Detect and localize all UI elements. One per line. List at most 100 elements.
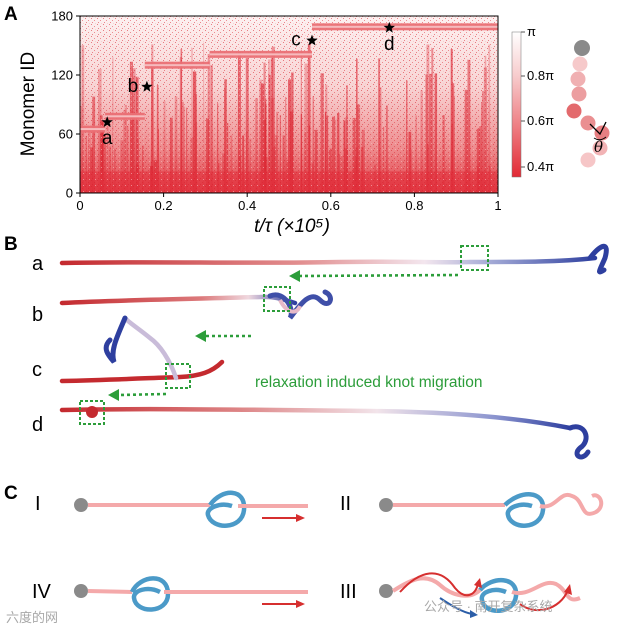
bond-angle-diagram: θ [566, 40, 610, 168]
colorbar-gradient [511, 31, 522, 178]
chain-end-coil [103, 315, 128, 364]
row-label-b: b [32, 304, 43, 326]
marker-star-d [383, 21, 395, 33]
marker-star-c [306, 34, 318, 46]
bead [572, 56, 588, 72]
bead [571, 86, 587, 102]
chain-segment [122, 315, 179, 381]
arrowhead [108, 389, 119, 401]
x-axis-label: t/τ (×10⁵) [254, 216, 330, 237]
snapshot-markers: a b c d [101, 21, 395, 149]
conformation-d: d [32, 400, 591, 460]
schematic-label-II: II [340, 493, 351, 515]
schematic-I: I [35, 490, 308, 528]
conformation-b: b [32, 286, 333, 342]
polymer-chain [59, 359, 225, 384]
colorbar-ticks: π 0.8π 0.6π 0.4π [521, 24, 554, 174]
marker-star-b [141, 80, 153, 92]
angle-arc [593, 136, 607, 141]
migration-arrow-a [299, 273, 459, 278]
arrowhead [470, 610, 478, 618]
schematic-label-IV: IV [32, 581, 52, 603]
marker-label-a: a [102, 128, 113, 149]
anchor-bead [574, 40, 590, 56]
migration-caption: relaxation induced knot migration [255, 374, 482, 391]
tether-bead [74, 498, 88, 512]
schematic-II: II [340, 492, 604, 528]
knot-position-bands [80, 23, 498, 133]
y-axis-ticks: 0 60 120 180 [51, 9, 80, 201]
conformation-c: c relaxation induced knot migration [32, 315, 482, 401]
chain-end-coil [267, 289, 333, 320]
chain-end-coil [567, 424, 591, 460]
arrowhead [564, 584, 572, 595]
schematic-label-I: I [35, 493, 41, 515]
x-tick-label: 1 [494, 198, 501, 213]
colorbar-tick-label: π [527, 24, 536, 39]
bead [580, 115, 596, 131]
schematic-IV: IV [32, 576, 308, 612]
y-tick-label: 120 [51, 68, 73, 83]
arrowhead [474, 578, 482, 588]
knot-box-b [263, 286, 291, 312]
panel-label-c: C [4, 483, 18, 504]
theta-symbol: θ [594, 138, 603, 156]
arrowhead [296, 514, 305, 522]
x-tick-label: 0.8 [405, 198, 423, 213]
heatmap-frame [79, 15, 499, 194]
motion-arrow [439, 597, 473, 615]
marker-star-a [101, 116, 113, 128]
y-tick-label: 60 [59, 127, 73, 142]
knot-blob [86, 406, 98, 418]
polymer-chain [59, 294, 298, 306]
knot-box-c [165, 363, 191, 389]
knot-loop [478, 577, 519, 614]
knot-band-core-0 [80, 128, 106, 131]
polymer-chain [59, 255, 598, 266]
colorbar: π 0.8π 0.6π 0.4π [511, 24, 554, 178]
panel-label-a: A [4, 4, 18, 25]
x-tick-label: 0 [76, 198, 83, 213]
bead [580, 152, 596, 168]
knot-loop [129, 576, 171, 612]
bead [592, 140, 608, 156]
tether-bead [74, 584, 88, 598]
knot-box-d [79, 400, 105, 425]
marker-label-d: d [384, 34, 395, 55]
marker-label-b: b [128, 76, 139, 97]
colorbar-tick-label: 0.4π [527, 159, 554, 174]
watermark-right: 公众号 · 南开复杂系统 [424, 599, 553, 614]
motion-arrow [519, 589, 569, 612]
bead [566, 103, 582, 119]
knot-band-core-2 [144, 64, 210, 67]
knot-loop [503, 492, 546, 528]
heatmap-speckle [80, 16, 498, 193]
polymer-chain [59, 406, 573, 431]
schematic-III: III [340, 572, 581, 618]
arrowhead [296, 600, 305, 608]
arrowhead [289, 270, 300, 282]
row-label-d: d [32, 414, 43, 436]
knot-box-a [460, 245, 489, 271]
rope [539, 492, 604, 516]
y-axis-label: Monomer ID [18, 52, 39, 157]
x-tick-label: 0.2 [155, 198, 173, 213]
heatmap-chart: a b c d 0 0.2 0.4 0.6 0.8 1 0 60 120 180 Monomer ID… [18, 9, 502, 238]
angle-lines [589, 121, 607, 136]
tether-bead [379, 584, 393, 598]
motion-arrow [399, 572, 479, 597]
rope [511, 580, 581, 602]
x-axis-ticks: 0 0.2 0.4 0.6 0.8 1 [76, 193, 502, 213]
knot-band-core-1 [105, 115, 145, 118]
chain-segment [278, 299, 302, 314]
panel-label-b: B [4, 234, 18, 255]
knot-band-core-3 [209, 53, 312, 56]
marker-label-c: c [291, 30, 301, 51]
colorbar-tick-label: 0.6π [527, 113, 554, 128]
bead [570, 71, 586, 87]
rope [87, 589, 133, 594]
arrowhead [195, 330, 206, 342]
knot-band-core-4 [311, 25, 498, 28]
watermark-left: 六度的网 [6, 610, 58, 625]
